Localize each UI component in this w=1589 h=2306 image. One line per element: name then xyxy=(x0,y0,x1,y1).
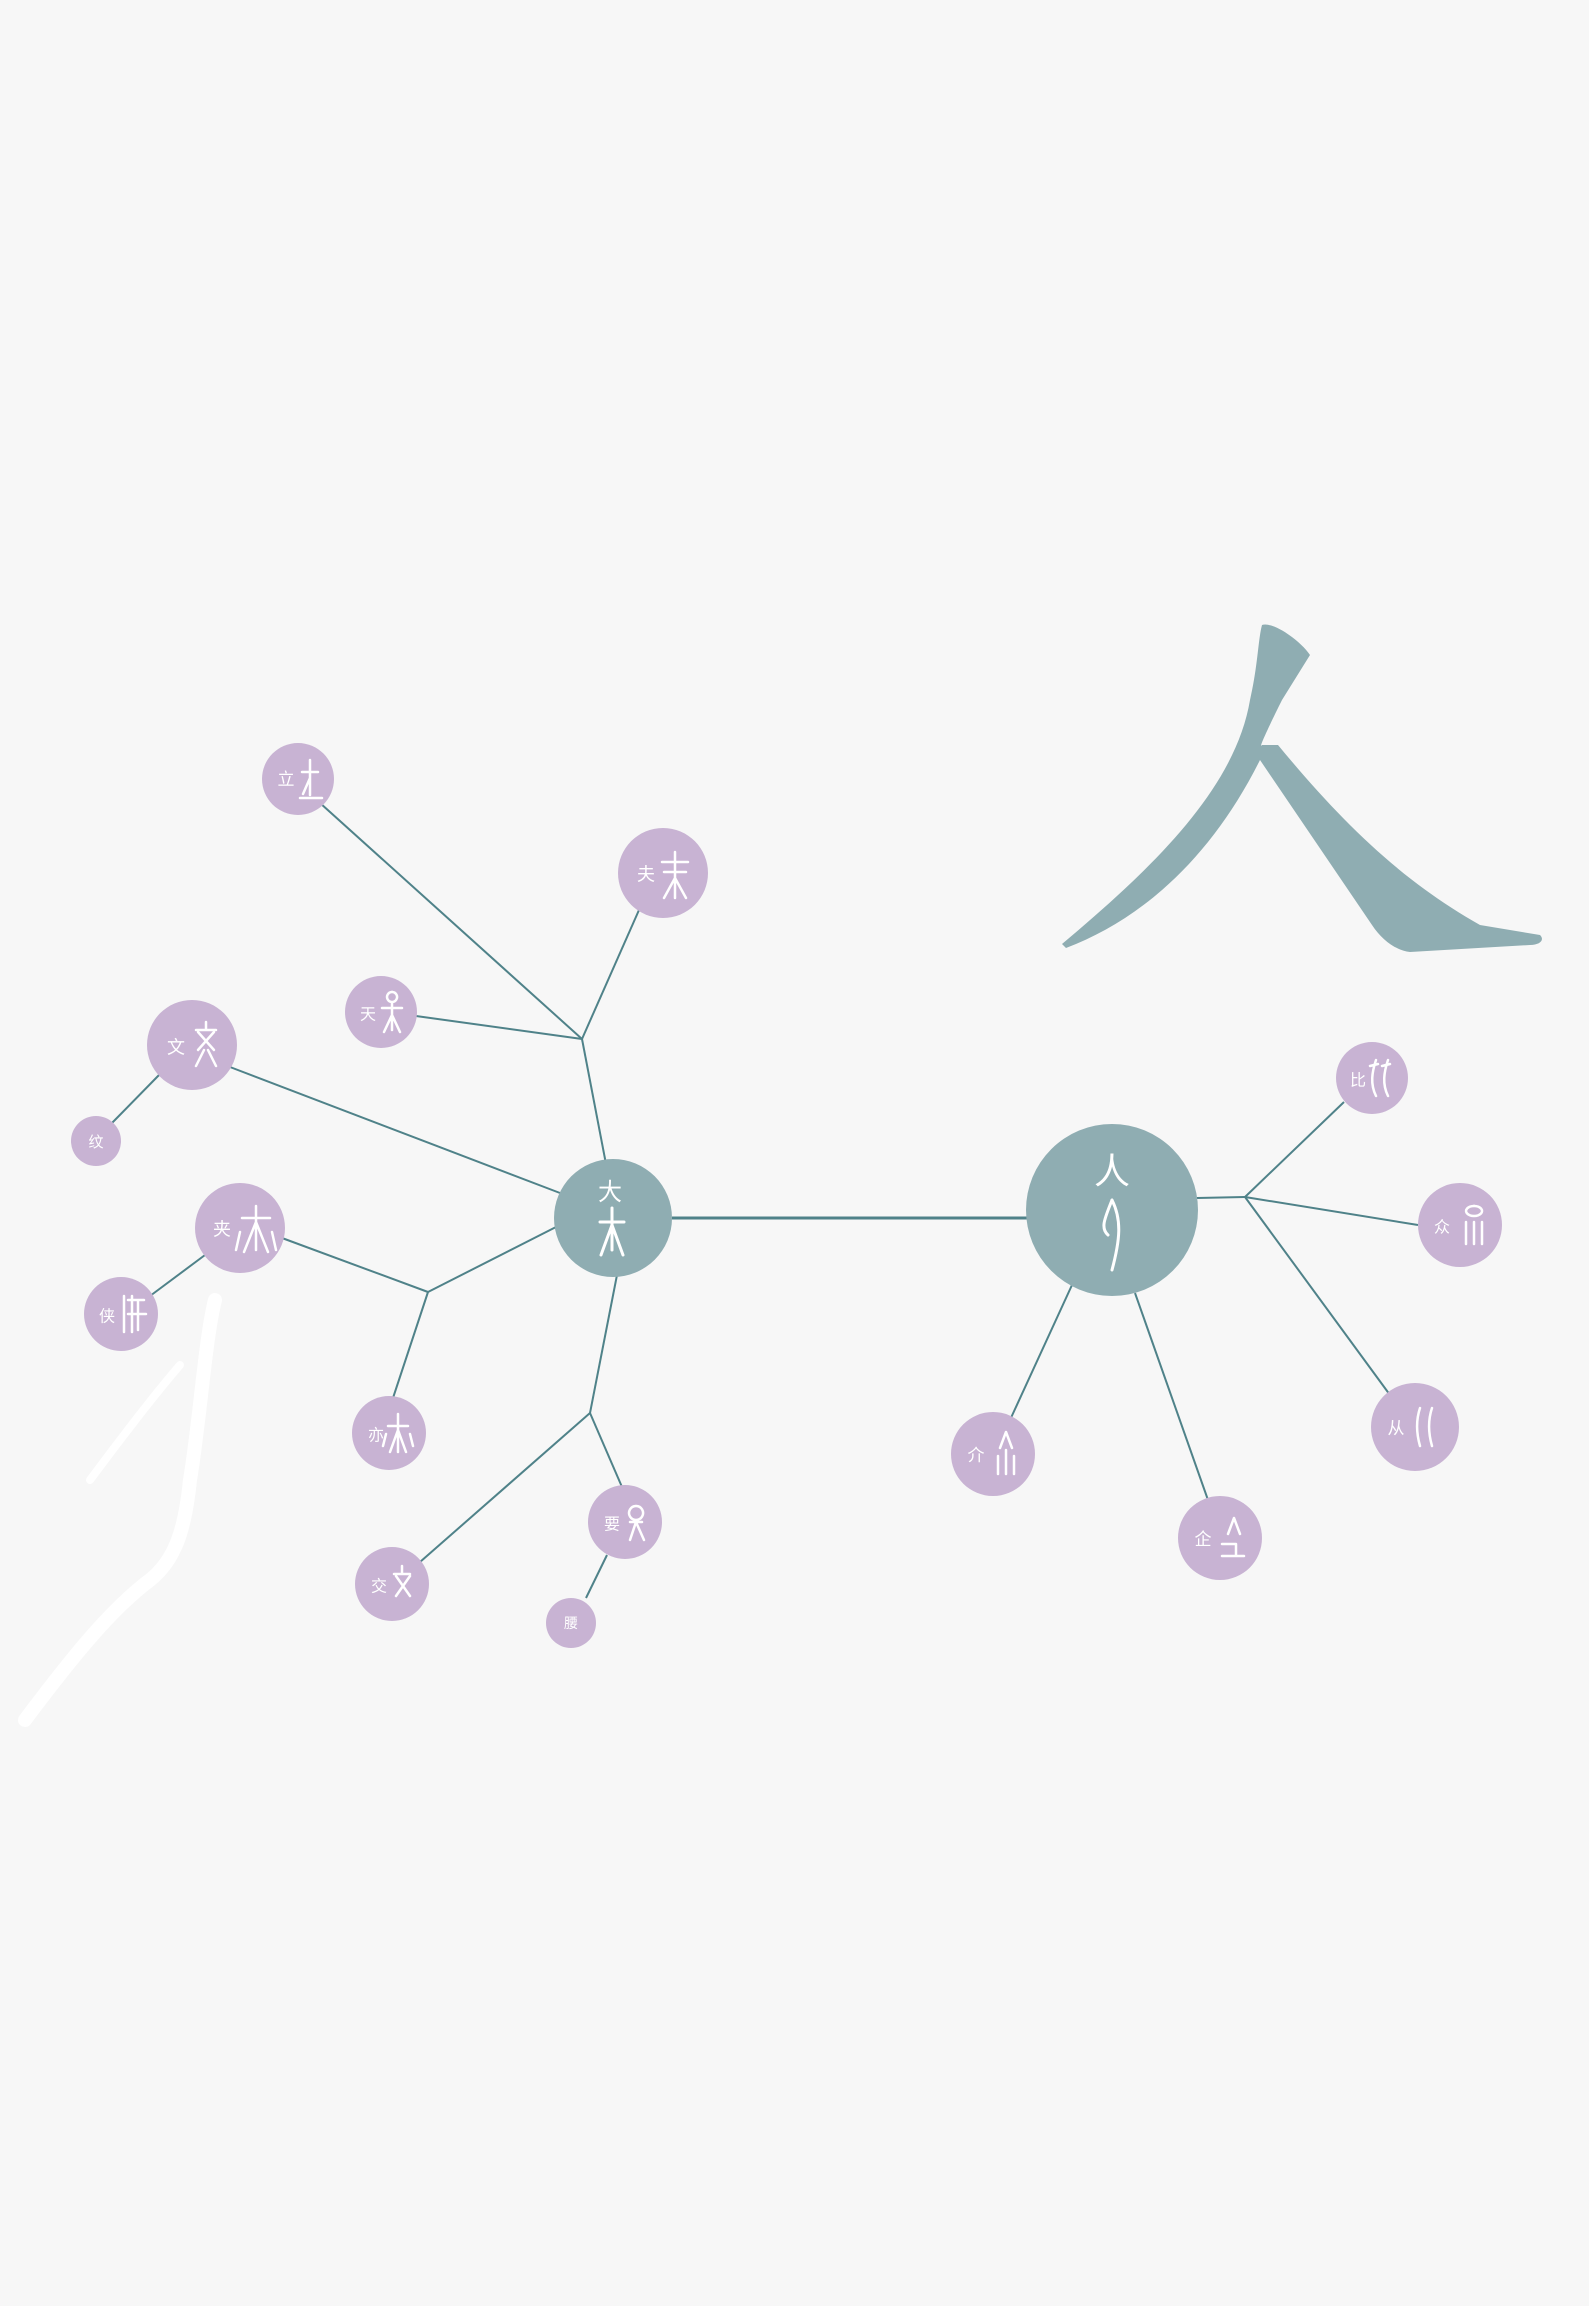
oracle-glyph-bi xyxy=(1368,1058,1392,1098)
leaf-label-yao2: 腰 xyxy=(564,1616,578,1632)
hub-label-da: 大 xyxy=(598,1178,622,1206)
oracle-glyph-fu xyxy=(660,850,690,900)
leaf-label-tian: 天 xyxy=(360,1005,376,1024)
big-character-ren xyxy=(1062,624,1542,952)
leaf-label-zhong: 众 xyxy=(1434,1218,1450,1237)
leaf-node-xia[interactable]: 侠 xyxy=(84,1277,158,1351)
edge-ren-junction4 xyxy=(1196,1196,1246,1199)
edge-yao-yao2 xyxy=(585,1554,608,1599)
leaf-node-tian[interactable]: 天 xyxy=(345,976,417,1048)
leaf-label-xia: 侠 xyxy=(99,1307,115,1326)
edge-jia-xia xyxy=(149,1254,206,1297)
oracle-glyph-li xyxy=(298,758,324,800)
leaf-label-wen2: 纹 xyxy=(88,1133,103,1151)
oracle-glyph-wen xyxy=(194,1020,218,1068)
edge-da-junction3 xyxy=(589,1274,618,1414)
oracle-glyph-jia xyxy=(234,1204,278,1254)
leaf-node-jia[interactable]: 夹 xyxy=(195,1183,285,1273)
hub-label-ren: 人 xyxy=(1094,1152,1130,1193)
leaf-label-wen: 文 xyxy=(167,1038,185,1059)
oracle-glyph-da xyxy=(598,1206,626,1257)
edge-junction3-jiao xyxy=(419,1412,591,1563)
leaf-node-jiao[interactable]: 交 xyxy=(355,1547,429,1621)
edge-junction1-li xyxy=(319,802,583,1040)
hub-node-da[interactable]: 大 xyxy=(554,1159,672,1277)
edge-junction1-tian xyxy=(415,1015,583,1040)
oracle-glyph-cong xyxy=(1415,1406,1434,1448)
edges xyxy=(109,802,1419,1599)
leaf-node-bi[interactable]: 比 xyxy=(1336,1042,1408,1114)
edge-junction3-yao xyxy=(589,1412,623,1488)
leaf-label-yao: 要 xyxy=(604,1515,620,1534)
brush-stroke-decoration xyxy=(18,1293,222,1727)
leaf-label-bi: 比 xyxy=(1350,1071,1366,1090)
leaf-label-yi: 亦 xyxy=(368,1426,384,1445)
leaf-node-fu[interactable]: 夫 xyxy=(618,828,708,918)
edge-junction4-zhong xyxy=(1244,1196,1419,1226)
leaf-node-qi[interactable]: 企 xyxy=(1178,1496,1262,1580)
oracle-glyph-xia xyxy=(122,1294,148,1334)
edge-wen-wen2 xyxy=(109,1073,161,1126)
leaf-node-wen2[interactable]: 纹 xyxy=(71,1116,121,1166)
leaf-node-yao[interactable]: 要 xyxy=(588,1485,662,1559)
oracle-glyph-yao xyxy=(627,1504,646,1542)
oracle-glyph-tian xyxy=(380,990,404,1034)
edge-ren-jie xyxy=(1009,1284,1073,1421)
edge-junction2-yi xyxy=(392,1291,429,1399)
edge-da-wen xyxy=(229,1066,561,1194)
edge-junction4-bi xyxy=(1244,1101,1345,1198)
oracle-glyph-zhong xyxy=(1464,1204,1484,1246)
oracle-glyph-yi xyxy=(381,1412,415,1454)
leaf-node-yi[interactable]: 亦 xyxy=(352,1396,426,1470)
leaf-node-wen[interactable]: 文 xyxy=(147,1000,237,1090)
leaf-node-zhong[interactable]: 众 xyxy=(1418,1183,1502,1267)
leaf-label-jie: 介 xyxy=(968,1446,985,1466)
leaf-label-li: 立 xyxy=(278,770,295,790)
leaf-node-jie[interactable]: 介 xyxy=(951,1412,1035,1496)
leaf-node-yao2[interactable]: 腰 xyxy=(546,1598,596,1648)
edge-da-junction2 xyxy=(427,1226,557,1293)
hub-node-ren[interactable]: 人 xyxy=(1026,1124,1198,1296)
edge-junction1-fu xyxy=(581,909,640,1040)
edge-da-junction1 xyxy=(581,1038,607,1165)
oracle-glyph-qi xyxy=(1220,1516,1246,1558)
oracle-glyph-jiao xyxy=(392,1564,412,1598)
leaf-label-cong: 从 xyxy=(1388,1419,1405,1439)
leaf-label-qi: 企 xyxy=(1195,1530,1212,1550)
leaf-node-cong[interactable]: 从 xyxy=(1371,1383,1459,1471)
leaf-label-jia: 夹 xyxy=(213,1220,231,1241)
leaf-label-jiao: 交 xyxy=(371,1577,387,1596)
leaf-node-li[interactable]: 立 xyxy=(262,743,334,815)
oracle-glyph-jie xyxy=(996,1430,1016,1476)
leaf-label-fu: 夫 xyxy=(637,865,655,886)
edge-junction4-cong xyxy=(1244,1196,1391,1396)
oracle-glyph-ren xyxy=(1102,1198,1121,1272)
edge-junction2-jia xyxy=(281,1237,429,1293)
edge-ren-qi xyxy=(1134,1292,1209,1501)
